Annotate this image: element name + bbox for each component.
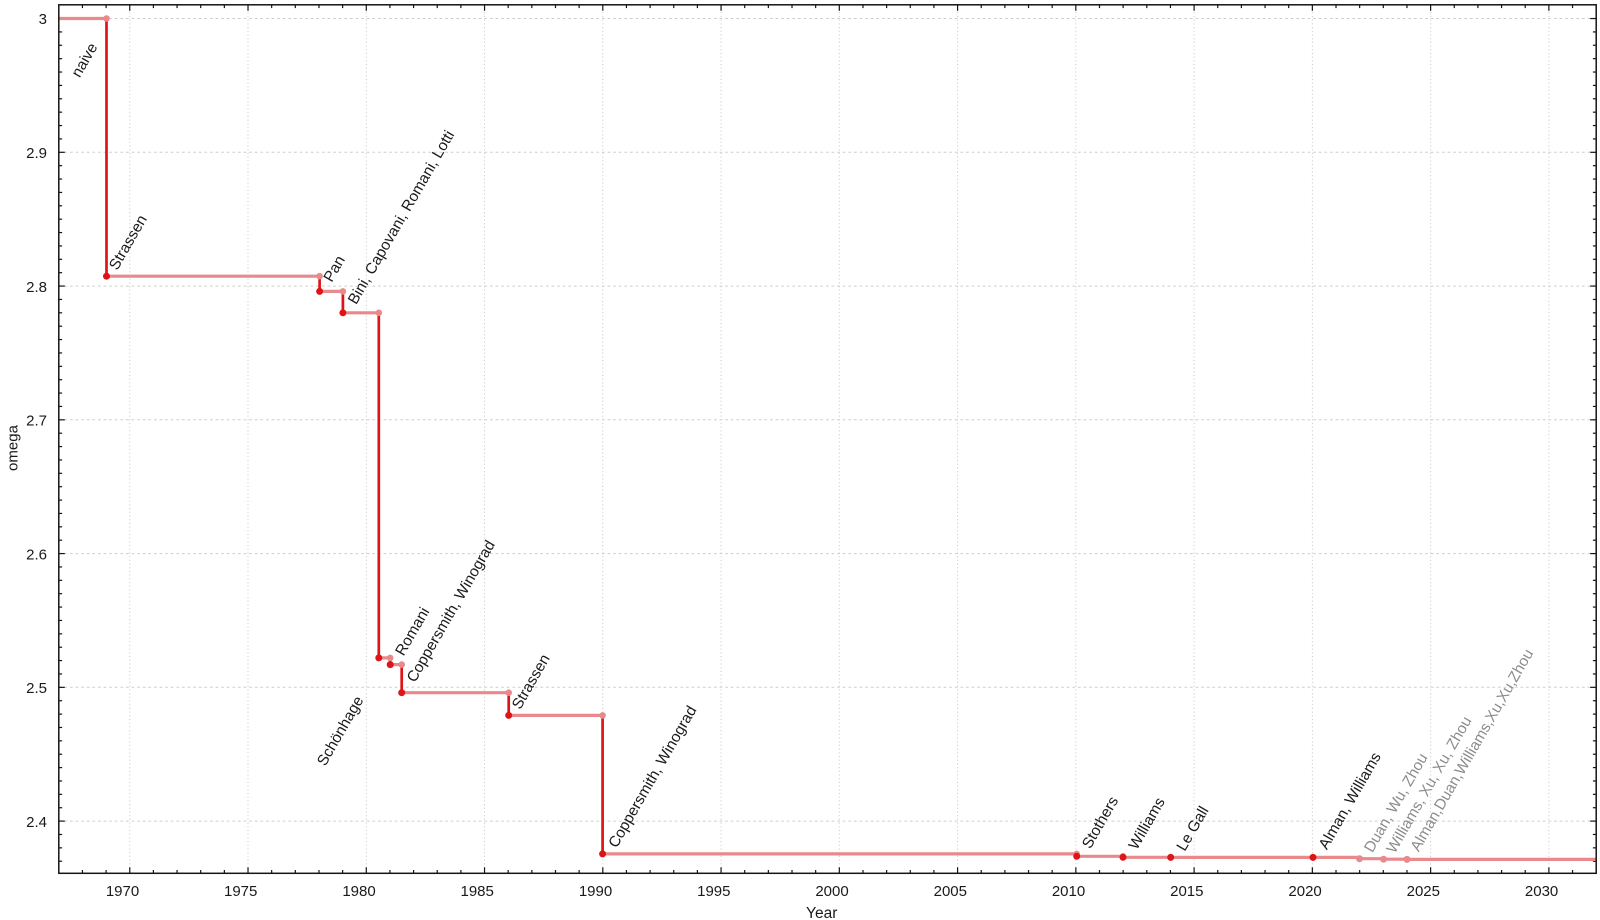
svg-text:1990: 1990 <box>579 883 612 900</box>
svg-text:2.8: 2.8 <box>26 279 47 296</box>
svg-text:1980: 1980 <box>342 883 375 900</box>
svg-text:1975: 1975 <box>224 883 257 900</box>
svg-text:1995: 1995 <box>697 883 730 900</box>
svg-text:2.6: 2.6 <box>26 546 47 563</box>
svg-text:2025: 2025 <box>1407 883 1440 900</box>
svg-text:omega: omega <box>5 424 22 471</box>
svg-text:1970: 1970 <box>106 883 139 900</box>
svg-text:2000: 2000 <box>815 883 848 900</box>
svg-text:2.4: 2.4 <box>26 814 47 831</box>
svg-text:3: 3 <box>39 11 47 28</box>
svg-text:1985: 1985 <box>461 883 494 900</box>
svg-text:Year: Year <box>806 905 837 920</box>
svg-text:2010: 2010 <box>1052 883 1085 900</box>
svg-text:2020: 2020 <box>1288 883 1321 900</box>
svg-text:2015: 2015 <box>1170 883 1203 900</box>
svg-text:2005: 2005 <box>934 883 967 900</box>
svg-text:2.5: 2.5 <box>26 680 47 697</box>
svg-text:2030: 2030 <box>1525 883 1558 900</box>
svg-text:2.9: 2.9 <box>26 145 47 162</box>
svg-text:2.7: 2.7 <box>26 413 47 430</box>
